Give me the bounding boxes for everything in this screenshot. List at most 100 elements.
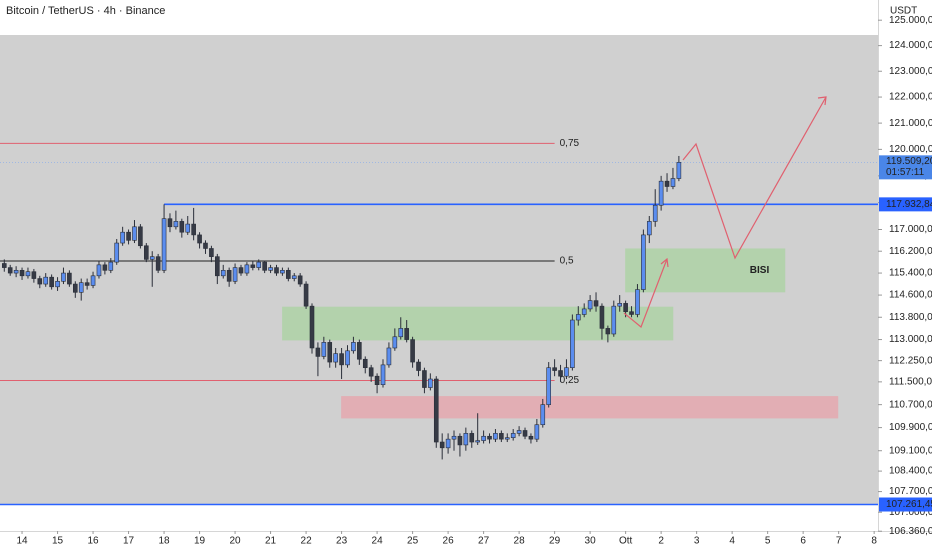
candle-body — [558, 370, 563, 377]
y-tick-label: 120.000,00 — [889, 144, 932, 155]
candle-body — [380, 364, 386, 386]
candle-body — [374, 375, 380, 386]
candle-body — [43, 276, 49, 285]
x-tick-label: 22 — [301, 536, 313, 547]
candle-body — [61, 272, 66, 282]
candle-body — [49, 276, 54, 288]
candle-body — [428, 378, 433, 388]
candle-body — [209, 248, 214, 257]
candle-body — [280, 270, 285, 274]
candle-body — [67, 272, 72, 285]
x-tick-label: 8 — [871, 536, 877, 547]
candle-body — [72, 283, 78, 293]
candle-body — [321, 342, 327, 357]
projection-arrows — [623, 96, 827, 328]
y-tick-label: 116.200,00 — [889, 246, 932, 257]
candle-body — [646, 221, 652, 236]
y-tick-label: 124.000,00 — [889, 40, 932, 51]
y-tick-label: 109.900,00 — [889, 422, 932, 433]
candle-body — [540, 404, 546, 426]
x-tick-label: 21 — [265, 536, 277, 547]
zone-label: BISI — [750, 265, 770, 276]
candle-body — [19, 270, 25, 277]
candle-body — [652, 204, 658, 222]
candle-body — [445, 438, 451, 449]
countdown-label: 01:57:11 — [886, 167, 925, 178]
candle-body — [487, 435, 492, 440]
candle-body — [475, 440, 480, 443]
candle-body — [534, 424, 540, 440]
x-tick-label: 5 — [765, 536, 771, 547]
candle-body — [215, 256, 220, 277]
candle-body — [84, 282, 90, 286]
candle-body — [13, 270, 19, 274]
plot-area: BISI 0,75 0,5 0,25 — [0, 138, 878, 506]
x-tick-label: 24 — [372, 536, 384, 547]
candle-body — [102, 264, 108, 271]
candle-body — [676, 162, 682, 179]
candle-body — [197, 234, 202, 244]
candle-body — [493, 433, 498, 440]
candle-body — [55, 281, 60, 288]
candle-body — [96, 264, 102, 277]
x-tick-label: 17 — [123, 536, 135, 547]
x-tick-label: 19 — [194, 536, 206, 547]
y-tick-label: 113.000,00 — [889, 334, 932, 345]
candle-body — [303, 283, 309, 307]
time-axis-background — [0, 531, 932, 550]
candle-body — [670, 178, 676, 187]
candle-body — [114, 242, 120, 263]
x-tick-label: 29 — [549, 536, 561, 547]
y-tick-label: 108.400,00 — [889, 466, 932, 477]
candle-body — [167, 218, 173, 228]
x-tick-label: 3 — [694, 536, 700, 547]
candle-body — [37, 278, 43, 285]
y-tick-label: 107.000,00 — [889, 507, 932, 518]
candle-body — [570, 319, 575, 369]
x-tick-label: 16 — [87, 536, 99, 547]
x-tick-label: 18 — [158, 536, 170, 547]
candle-body — [410, 339, 415, 363]
candle-body — [463, 433, 469, 446]
price-axis-background — [878, 0, 932, 550]
candle-body — [256, 261, 262, 268]
candle-body — [108, 261, 114, 271]
candle-body — [457, 435, 463, 446]
candle-body — [504, 437, 510, 440]
candle-body — [345, 350, 350, 366]
candle-body — [291, 275, 297, 279]
candle-body — [575, 314, 581, 321]
candle-body — [203, 242, 208, 249]
price-line-tag — [879, 197, 932, 212]
candle-body — [392, 336, 398, 349]
candle-body — [339, 353, 344, 366]
x-tick-label: 27 — [478, 536, 490, 547]
candle-body — [422, 370, 427, 388]
candle-body — [398, 328, 404, 338]
y-tick-label: 122.000,00 — [889, 92, 932, 103]
candle-body — [357, 342, 362, 360]
candle-body — [416, 361, 421, 371]
x-tick-label: 6 — [800, 536, 806, 547]
y-tick-label: 125.000,00 — [889, 15, 932, 26]
candle-body — [120, 231, 125, 244]
y-tick-label: 113.800,00 — [889, 312, 932, 323]
candle-body — [623, 303, 628, 312]
candle-body — [309, 305, 315, 349]
y-tick-label: 106.360,00 — [889, 526, 932, 537]
candle-body — [226, 270, 232, 282]
price-line-tag-label: 107.261,45 — [886, 499, 932, 510]
candle-body — [510, 433, 516, 438]
arrow-head — [817, 96, 827, 106]
candle-body — [179, 221, 185, 233]
projection-path — [682, 96, 827, 260]
candle-body — [581, 308, 587, 315]
candle-body — [185, 223, 191, 233]
fib-level-label: 0,5 — [560, 256, 574, 267]
candle-body — [564, 367, 569, 377]
candle-body — [629, 311, 634, 315]
candle-body — [262, 261, 267, 271]
candle-body — [191, 223, 196, 236]
